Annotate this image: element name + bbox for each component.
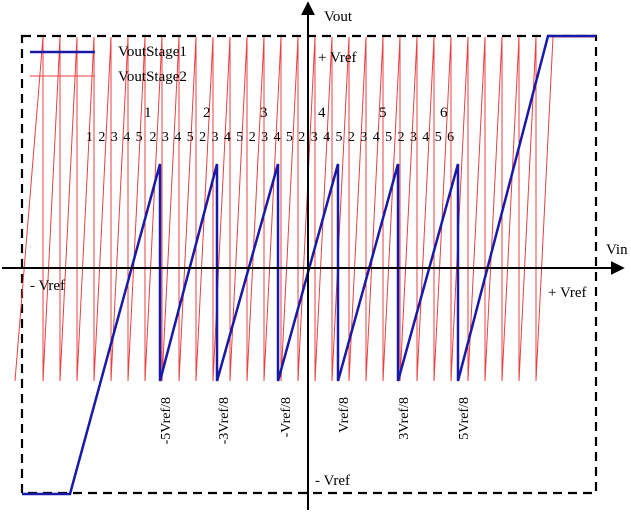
threshold-label: 3Vref/8 — [397, 397, 412, 440]
sub-label: 2 — [298, 130, 305, 145]
x-axis-label: Vin — [606, 242, 628, 258]
sub-label: 5 — [136, 130, 143, 145]
sub-label: 4 — [224, 130, 231, 145]
neg-vref-bottom-label: - Vref — [315, 473, 350, 489]
sub-label: 2 — [398, 130, 405, 145]
sub-label: 4 — [323, 130, 330, 145]
stage1-segment-labels: 1 2 3 4 5 6 — [144, 105, 448, 121]
sub-label: 4 — [274, 130, 281, 145]
threshold-label: -3Vref/8 — [217, 397, 232, 444]
sub-label: 2 — [98, 130, 105, 145]
sub-label: 1 — [86, 130, 93, 145]
stage2-trace — [14, 36, 596, 382]
segment-label: 4 — [318, 105, 326, 121]
neg-vref-left-label: - Vref — [30, 278, 65, 294]
threshold-label: -Vref/8 — [279, 397, 294, 437]
sub-label: 4 — [123, 130, 130, 145]
legend: VoutStage1 VoutStage2 — [30, 44, 187, 85]
sub-label: 3 — [162, 130, 169, 145]
segment-label: 2 — [203, 105, 211, 121]
sub-label: 5 — [435, 130, 442, 145]
pos-vref-top-label: + Vref — [318, 50, 357, 66]
segment-label: 1 — [144, 105, 152, 121]
sub-label: 4 — [373, 130, 380, 145]
sub-label: 2 — [249, 130, 256, 145]
sub-label: 4 — [174, 130, 181, 145]
legend-stage1-label: VoutStage1 — [118, 44, 187, 60]
sub-label: 3 — [212, 130, 219, 145]
sub-label: 5 — [385, 130, 392, 145]
sub-label: 3 — [261, 130, 268, 145]
segment-label: 5 — [379, 105, 387, 121]
segment-label: 6 — [440, 105, 448, 121]
pos-vref-right-label: + Vref — [548, 285, 587, 301]
sub-label: 2 — [348, 130, 355, 145]
sub-label: 3 — [111, 130, 118, 145]
threshold-labels: -5Vref/8 -3Vref/8 -Vref/8 Vref/8 3Vref/8 5Vre… — [159, 397, 472, 444]
sub-label: 2 — [199, 130, 206, 145]
segment-label: 3 — [260, 105, 268, 121]
sub-label: 4 — [422, 130, 429, 145]
sub-label: 3 — [410, 130, 417, 145]
sub-label: 2 — [150, 130, 157, 145]
stage2-sawtooth — [14, 36, 596, 382]
sub-label: 5 — [236, 130, 243, 145]
threshold-label: Vref/8 — [337, 397, 352, 433]
legend-stage2-label: VoutStage2 — [118, 69, 187, 85]
threshold-label: 5Vref/8 — [457, 397, 472, 440]
sub-label: 5 — [336, 130, 343, 145]
sub-label: 6 — [447, 130, 454, 145]
threshold-label: -5Vref/8 — [159, 397, 174, 444]
sub-label: 3 — [360, 130, 367, 145]
sub-label: 5 — [187, 130, 194, 145]
sub-label: 3 — [311, 130, 318, 145]
y-axis-label: Vout — [324, 9, 353, 25]
sub-label: 5 — [286, 130, 293, 145]
